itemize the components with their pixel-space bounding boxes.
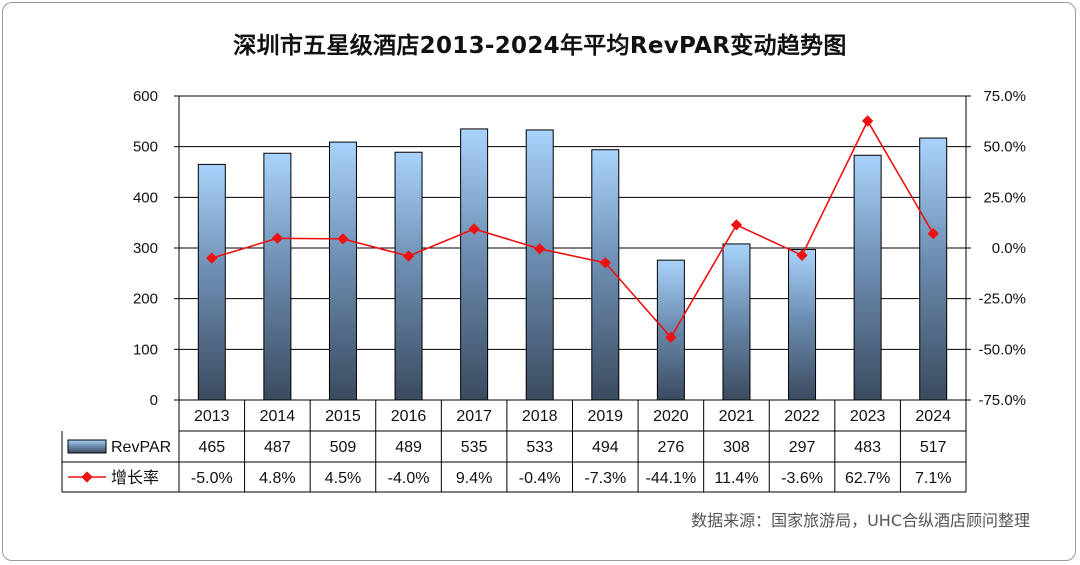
bar-2023 [853,154,882,401]
table-cell: 9.4% [456,470,492,487]
table-cell: 535 [461,439,488,456]
left-tick-label: 400 [133,189,158,206]
left-tick-label: 0 [150,392,158,409]
bar-2021 [722,243,751,401]
right-tick-label: 50.0% [983,139,1026,156]
table-cell: -0.4% [519,470,561,487]
x-tick-label: 2021 [719,408,755,425]
bar-2024 [919,137,948,401]
left-tick-label: 200 [133,291,158,308]
left-tick-label: 100 [133,341,158,358]
table-cell: 11.4% [714,470,758,487]
growth-point-2021 [730,219,743,231]
table-cell: 297 [789,439,816,456]
table-cell: -5.0% [191,470,233,487]
table-cell: 7.1% [915,470,951,487]
table-cell: 509 [330,439,357,456]
growth-point-2022 [796,249,808,261]
bar-2014 [263,152,292,401]
bar-2013 [197,163,226,401]
x-tick-label: 2015 [325,408,361,425]
growth-point-2015 [337,233,349,245]
x-tick-label: 2019 [587,408,623,425]
legend-line-marker [81,471,93,483]
growth-line [211,119,934,339]
x-tick-label: 2018 [522,408,558,425]
table-cell: 62.7% [845,470,890,487]
bar-2017 [460,128,489,401]
source-note: 数据来源：国家旅游局，UHC合纵酒店顾问整理 [691,511,1030,530]
left-tick-label: 500 [133,139,158,156]
x-tick-label: 2017 [456,408,492,425]
table-cell: 487 [264,439,291,456]
x-tick-label: 2013 [194,408,230,425]
x-tick-label: 2016 [391,408,427,425]
legend-label-growth: 增长率 [111,469,159,487]
x-tick-label: 2022 [784,408,820,425]
table-cell: 483 [854,439,881,456]
line-series [206,115,939,344]
table-cell: -4.0% [388,470,430,487]
table-cell: -3.6% [781,470,823,487]
x-tick-label: 2014 [260,408,296,425]
right-tick-label: -75.0% [978,392,1026,409]
left-tick-label: 300 [133,240,158,257]
bar-2018 [525,129,554,401]
bar-2015 [328,141,357,401]
growth-point-2018 [534,243,546,255]
bar-2016 [394,151,423,401]
table-cell: 276 [658,439,685,456]
x-tick-label: 2023 [850,408,886,425]
legend-label-revpar: RevPAR [111,439,171,456]
bar-2020 [656,259,685,401]
grid-lines [179,95,966,401]
table-cell: 4.5% [325,470,361,487]
bar-series [197,128,948,401]
growth-point-2013 [206,252,218,264]
x-tick-label: 2024 [915,408,951,425]
data-table: 2013 2014 2015 2016 2017 2018 2019 2020 2021 2022… [61,400,967,493]
table-cell: 533 [526,439,553,456]
growth-point-2019 [599,257,611,269]
right-tick-label: 0.0% [992,240,1026,257]
right-tick-label: -50.0% [978,341,1026,358]
bar-2022 [788,249,817,401]
legend-bar-swatch [67,439,107,454]
right-tick-label: 25.0% [983,189,1026,206]
table-cell: -7.3% [584,470,626,487]
growth-point-2020 [665,331,677,344]
growth-point-2017 [468,223,480,235]
table-cell: 494 [592,439,619,456]
table-cell: 465 [198,439,225,456]
chart-title: 深圳市五星级酒店2013-2024年平均RevPAR变动趋势图 [233,33,847,59]
table-cell: 308 [723,439,750,456]
right-tick-label: -25.0% [978,291,1026,308]
table-cell: 489 [395,439,422,456]
right-tick-label: 75.0% [983,88,1026,105]
growth-point-2023 [861,115,874,127]
x-tick-label: 2020 [653,408,689,425]
left-tick-label: 600 [133,88,158,105]
table-cell: -44.1% [646,470,697,487]
table-cell: 4.8% [259,470,295,487]
table-cell: 517 [920,439,947,456]
growth-point-2014 [271,232,284,244]
growth-point-2024 [927,227,939,240]
bar-2019 [591,149,620,401]
